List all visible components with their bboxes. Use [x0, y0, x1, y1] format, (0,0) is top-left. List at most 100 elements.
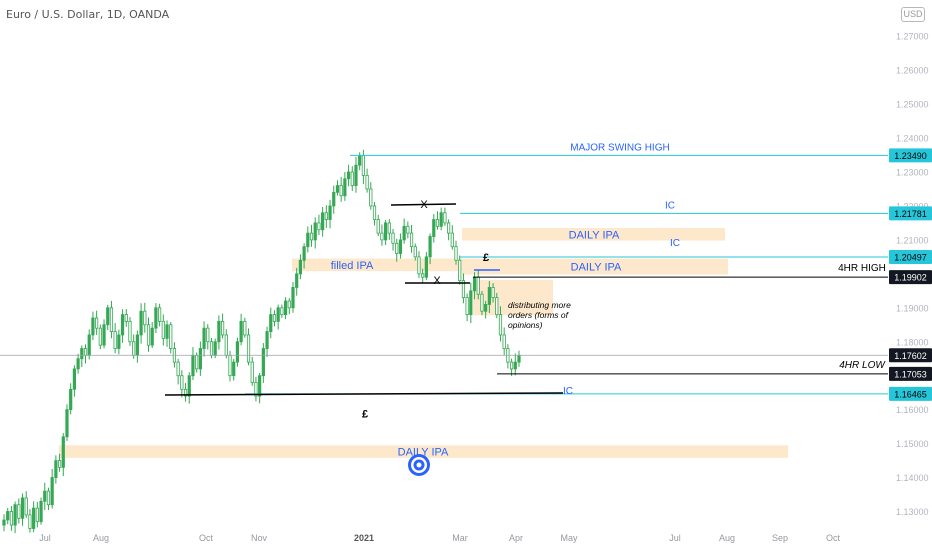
candle-body	[128, 320, 132, 343]
candle-body	[202, 327, 206, 349]
candle-body	[76, 358, 80, 370]
candle-body	[272, 314, 277, 322]
candle-body	[6, 511, 10, 521]
candle-body	[258, 375, 262, 397]
candle-body	[313, 222, 317, 241]
target-icon[interactable]	[408, 454, 430, 476]
candle-body	[439, 212, 443, 227]
candle-body	[302, 246, 306, 261]
candle-body	[509, 361, 514, 370]
candle-body	[69, 388, 73, 411]
time-tick-label: Sep	[772, 533, 788, 543]
time-tick-label: Aug	[719, 533, 735, 543]
candle-body	[361, 154, 365, 176]
price-tag	[889, 386, 932, 401]
candle-body	[195, 354, 199, 370]
candle-body	[24, 497, 28, 516]
price-tick-label: 1.13000	[896, 507, 929, 517]
price-tag	[889, 366, 932, 381]
candle-body	[443, 212, 447, 224]
candle-body	[476, 276, 480, 295]
candle-body	[372, 205, 377, 220]
candle-body	[46, 490, 51, 506]
candle-body	[120, 314, 125, 336]
candle-body	[180, 375, 184, 390]
candle-body	[335, 185, 340, 193]
candle-body	[35, 507, 39, 523]
candles-layer	[2, 149, 521, 534]
candle-body	[191, 354, 195, 377]
candle-body	[309, 232, 314, 241]
price-tick-label: 1.23000	[896, 168, 929, 178]
candle-body	[135, 334, 139, 356]
candle-body	[291, 287, 295, 309]
price-tag-label: 1.20497	[894, 252, 927, 262]
price-tick-label: 1.25000	[896, 100, 929, 110]
price-tick-label: 1.21000	[896, 235, 929, 245]
price-tag-label: 1.17602	[894, 351, 927, 361]
candle-body	[124, 314, 128, 322]
candle-body	[139, 310, 143, 336]
time-tick-label: May	[560, 533, 578, 543]
candle-body	[239, 320, 243, 343]
candle-body	[324, 212, 328, 220]
zone-label: filled IPA	[331, 260, 374, 272]
price-tag	[889, 348, 932, 363]
candle-body	[213, 341, 217, 356]
candle-body	[206, 327, 210, 343]
price-tag	[889, 270, 932, 285]
candle-body	[158, 307, 162, 322]
candle-body	[406, 225, 410, 234]
time-tick-label: Apr	[509, 533, 523, 543]
ipa-zone	[292, 258, 463, 272]
annotation-text: X	[420, 199, 428, 211]
candle-body	[472, 276, 477, 292]
candle-body	[484, 304, 488, 312]
candle-body	[161, 320, 165, 339]
price-tag-label: 1.19902	[894, 273, 927, 283]
candle-body	[154, 307, 158, 329]
time-axis[interactable]: Jul Aug Oct Nov 2021 Mar Apr May Jul Aug Sep Oct	[39, 533, 840, 543]
candle-body	[250, 361, 254, 383]
annotations-layer: X X £ £ distributing more orders (forms of opi…	[362, 199, 571, 476]
candle-body	[435, 219, 440, 227]
candle-body	[424, 256, 428, 278]
candle-body	[143, 310, 147, 326]
time-tick-label: Oct	[826, 533, 841, 543]
candle-body	[469, 290, 473, 315]
candle-body	[117, 334, 121, 349]
candle-body	[487, 287, 491, 305]
candle-body	[321, 212, 325, 231]
candle-body	[102, 324, 106, 346]
candle-body	[421, 273, 425, 278]
candle-body	[328, 205, 332, 220]
candle-body	[339, 185, 343, 197]
candle-body	[498, 314, 503, 336]
annotation-text: £	[483, 252, 489, 264]
candle-body	[2, 519, 6, 526]
level-label: IC	[665, 200, 675, 211]
zone-label: DAILY IPA	[398, 447, 449, 459]
level-label: IC	[563, 386, 573, 397]
time-tick-label: Mar	[452, 533, 468, 543]
candle-body	[287, 300, 291, 309]
candle-body	[513, 361, 517, 370]
currency-badge[interactable]: USD	[901, 7, 925, 22]
candle-body	[298, 259, 303, 275]
candle-body	[358, 154, 362, 166]
candle-body	[395, 242, 399, 254]
candle-body	[384, 222, 388, 241]
level-label: IC	[670, 238, 680, 249]
candle-body	[346, 171, 351, 180]
time-tick-label: 2021	[354, 533, 374, 543]
candle-body	[83, 348, 88, 356]
candle-body	[465, 297, 469, 315]
candle-body	[220, 320, 225, 336]
candle-body	[50, 477, 54, 506]
ipa-zone	[462, 228, 725, 241]
candle-body	[491, 287, 495, 299]
candle-body	[61, 436, 65, 468]
candle-body	[409, 232, 414, 248]
candle-body	[217, 320, 221, 343]
